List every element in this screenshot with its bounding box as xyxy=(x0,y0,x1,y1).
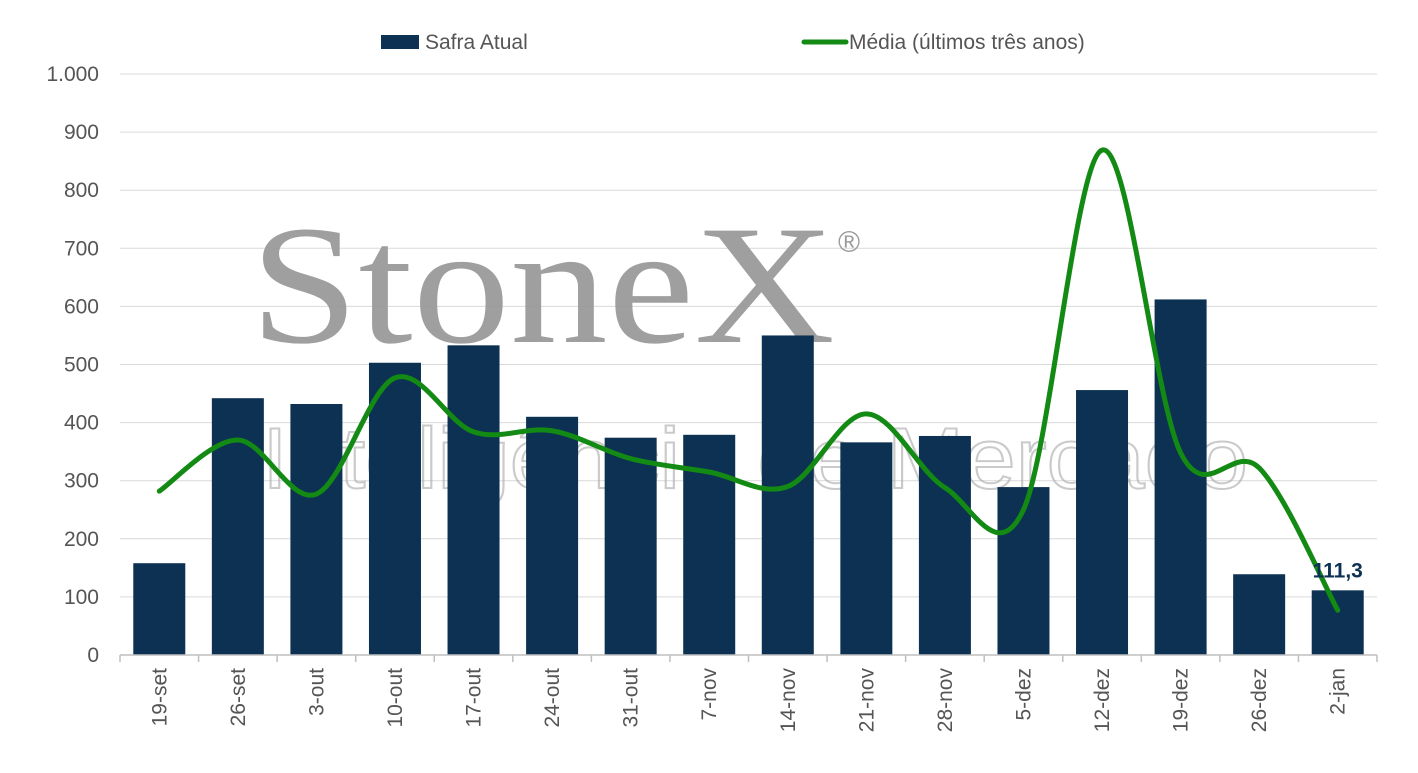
y-tick-label: 200 xyxy=(64,528,99,551)
legend-label-line: Média (últimos três anos) xyxy=(849,31,1085,54)
bar xyxy=(212,398,264,655)
y-tick-label: 100 xyxy=(64,586,99,609)
bar xyxy=(840,442,892,655)
bar xyxy=(448,345,500,655)
bar xyxy=(1155,299,1207,655)
x-tick-label: 31-out xyxy=(620,668,643,728)
x-tick-label: 26-dez xyxy=(1248,668,1271,732)
x-tick-label: 17-out xyxy=(463,668,486,728)
legend-label-bar: Safra Atual xyxy=(425,31,528,54)
y-tick-label: 400 xyxy=(64,412,99,435)
y-tick-label: 900 xyxy=(64,121,99,144)
y-axis-ticks: 0 100 200 300 400 500 600 700 800 900 1.000 xyxy=(46,63,99,667)
bar xyxy=(290,404,342,655)
bar xyxy=(1233,574,1285,655)
y-tick-label: 300 xyxy=(64,470,99,493)
y-tick-label: 700 xyxy=(64,237,99,260)
bar xyxy=(369,363,421,655)
y-tick-label: 800 xyxy=(64,179,99,202)
legend: Safra Atual Média (últimos três anos) xyxy=(381,31,1085,54)
data-labels: 111,3 xyxy=(1313,559,1363,582)
watermark-registered-mark: ® xyxy=(838,226,860,259)
x-axis-ticks: 19-set 26-set 3-out 10-out 17-out 24-out 31-ou… xyxy=(148,668,1349,733)
watermark-brand: StoneX xyxy=(250,191,835,379)
x-tick-label: 19-dez xyxy=(1170,668,1193,732)
x-tick-label: 5-dez xyxy=(1012,668,1035,721)
legend-swatch-bar xyxy=(381,35,419,49)
x-tick-label: 2-jan xyxy=(1327,668,1350,715)
x-tick-label: 19-set xyxy=(148,668,171,727)
bar xyxy=(133,563,185,655)
bar xyxy=(526,417,578,655)
x-tick-label: 12-dez xyxy=(1091,668,1114,732)
y-tick-label: 500 xyxy=(64,354,99,377)
bar xyxy=(1312,590,1364,655)
y-tick-label: 0 xyxy=(87,644,99,667)
x-tick-label: 7-nov xyxy=(698,668,721,721)
bar xyxy=(605,438,657,655)
x-axis xyxy=(120,655,1377,662)
data-label: 111,3 xyxy=(1313,559,1363,582)
x-tick-label: 21-nov xyxy=(855,668,878,733)
y-tick-label: 600 xyxy=(64,295,99,318)
x-tick-label: 28-nov xyxy=(934,668,957,733)
bar xyxy=(1076,390,1128,655)
bar xyxy=(762,335,814,655)
x-tick-label: 26-set xyxy=(227,668,250,727)
x-tick-label: 3-out xyxy=(305,668,328,716)
y-tick-label: 1.000 xyxy=(46,63,99,86)
x-tick-label: 24-out xyxy=(541,668,564,728)
x-tick-label: 10-out xyxy=(384,668,407,728)
x-tick-label: 14-nov xyxy=(777,668,800,733)
